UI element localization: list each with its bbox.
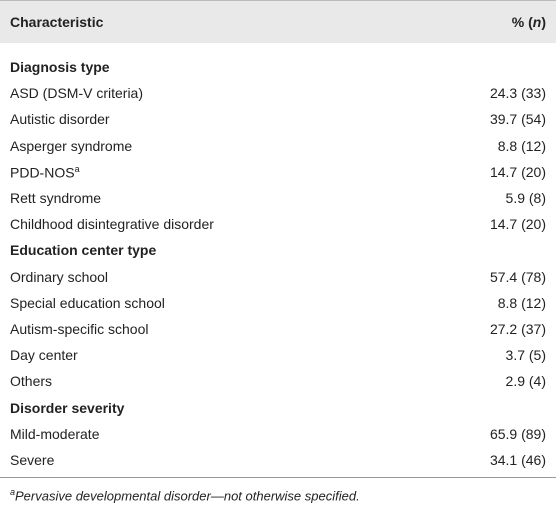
table-row: Autistic disorder 39.7 (54): [0, 106, 556, 132]
table-row: Asperger syndrome 8.8 (12): [0, 133, 556, 159]
footnote: aPervasive developmental disorder—not ot…: [0, 478, 556, 503]
table-row: Rett syndrome 5.9 (8): [0, 185, 556, 211]
label-text: Autistic disorder: [10, 111, 110, 128]
row-value: 24.3 (33): [489, 85, 546, 102]
label-text: Others: [10, 373, 53, 390]
row-value: 14.7 (20): [489, 216, 546, 233]
row-label: Day center: [10, 347, 78, 363]
label-superscript: a: [74, 163, 80, 174]
header-part: % (: [511, 14, 533, 30]
row-value: 27.2 (37): [489, 320, 546, 337]
row-value: 57.4 (78): [489, 268, 546, 285]
row-label: Others: [10, 373, 52, 389]
table-row: Day center 3.7 (5): [0, 342, 556, 368]
label-text: Asperger syndrome: [10, 137, 133, 154]
row-label: Special education school: [10, 295, 165, 311]
row-label: ASD (DSM-V criteria): [10, 85, 143, 101]
label-text: ASD (DSM-V criteria): [10, 85, 144, 102]
table-row: Autism-specific school 27.2 (37): [0, 316, 556, 342]
label-text: Autism-specific school: [10, 320, 149, 337]
row-value: 3.7 (5): [505, 347, 546, 364]
row-label: Rett syndrome: [10, 190, 101, 206]
table-row: PDD-NOSa 14.7 (20): [0, 159, 556, 185]
table-body: Diagnosis type ASD (DSM-V criteria) 24.3 (…: [0, 43, 556, 478]
label-text: Special education school: [10, 294, 165, 311]
row-value: 8.8 (12): [497, 137, 546, 154]
label-text: Severe: [10, 451, 55, 468]
table-row: Special education school 8.8 (12): [0, 290, 556, 316]
row-value: 39.7 (54): [489, 111, 546, 128]
row-label: Childhood disintegrative disorder: [10, 216, 214, 232]
footnote-text: Pervasive developmental disorder—not oth…: [15, 488, 360, 504]
table-row: ASD (DSM-V criteria) 24.3 (33): [0, 80, 556, 106]
section-row: Disorder severity: [0, 394, 556, 420]
row-label: Severe: [10, 452, 54, 468]
footnote-marker: a: [10, 487, 16, 497]
header-part: ): [541, 14, 546, 30]
table-row: Others 2.9 (4): [0, 368, 556, 394]
row-value: 65.9 (89): [489, 425, 546, 442]
table-row: Ordinary school 57.4 (78): [0, 264, 556, 290]
header-row: Characteristic % (n): [0, 0, 556, 43]
header-cell: Characteristic: [10, 14, 104, 30]
row-label: Autistic disorder: [10, 111, 110, 127]
row-value: 34.1 (46): [489, 451, 546, 468]
label-text: Day center: [10, 347, 78, 364]
label-text: Mild-moderate: [10, 425, 100, 442]
row-label: Asperger syndrome: [10, 138, 132, 154]
label-text: Ordinary school: [10, 268, 109, 285]
label-text: Rett syndrome: [10, 190, 102, 207]
section-title: Diagnosis type: [10, 59, 110, 76]
row-value: 2.9 (4): [505, 373, 546, 390]
row-value: 14.7 (20): [489, 163, 546, 180]
row-label: PDD-NOSa: [10, 164, 80, 181]
section-title: Education center type: [10, 242, 157, 259]
header-part: n: [532, 14, 542, 30]
row-label: Ordinary school: [10, 269, 108, 285]
label-text: PDD-NOS: [10, 164, 75, 181]
row-label: Mild-moderate: [10, 426, 99, 442]
table-row: Severe 34.1 (46): [0, 447, 556, 473]
label-text: Childhood disintegrative disorder: [10, 216, 214, 233]
section-title: Disorder severity: [10, 399, 125, 416]
table-row: Childhood disintegrative disorder 14.7 (2…: [0, 211, 556, 237]
row-value: 8.8 (12): [497, 294, 546, 311]
table-row: Mild-moderate 65.9 (89): [0, 421, 556, 447]
row-label: Autism-specific school: [10, 321, 149, 337]
header-cell: % (n): [512, 14, 546, 30]
section-row: Education center type: [0, 237, 556, 263]
section-row: Diagnosis type: [0, 54, 556, 80]
row-value: 5.9 (8): [505, 190, 546, 207]
